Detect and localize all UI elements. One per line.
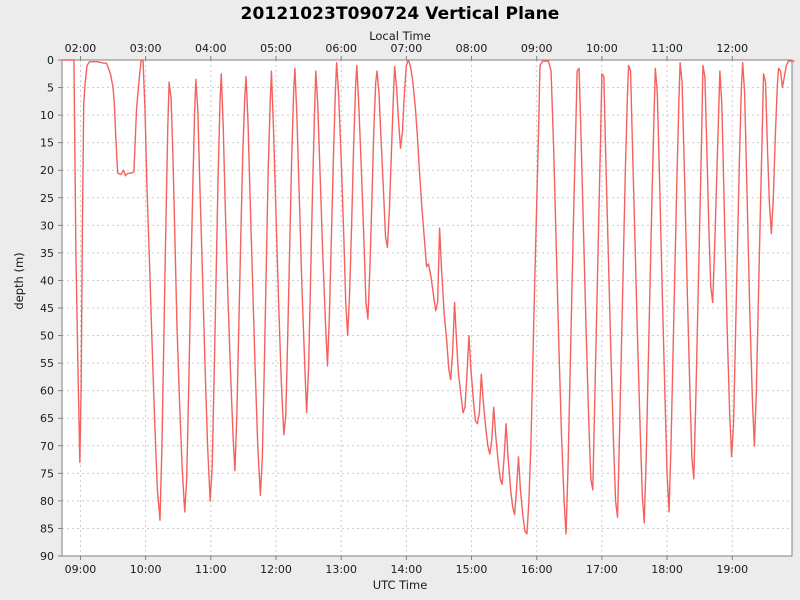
svg-text:14:00: 14:00: [391, 563, 423, 576]
svg-text:45: 45: [40, 302, 54, 315]
depth-series: [61, 59, 795, 535]
svg-text:04:00: 04:00: [195, 42, 227, 55]
svg-text:55: 55: [40, 357, 54, 370]
svg-text:60: 60: [40, 385, 54, 398]
svg-text:05:00: 05:00: [260, 42, 292, 55]
svg-text:35: 35: [40, 247, 54, 260]
svg-text:0: 0: [47, 54, 54, 67]
svg-text:08:00: 08:00: [456, 42, 488, 55]
svg-text:75: 75: [40, 467, 54, 480]
svg-text:90: 90: [40, 550, 54, 563]
svg-text:12:00: 12:00: [260, 563, 292, 576]
svg-text:70: 70: [40, 440, 54, 453]
axis-ticks: [58, 56, 733, 560]
plot-frame: [61, 59, 793, 557]
svg-text:25: 25: [40, 192, 54, 205]
svg-text:02:00: 02:00: [65, 42, 97, 55]
svg-text:50: 50: [40, 330, 54, 343]
svg-text:03:00: 03:00: [130, 42, 162, 55]
svg-text:11:00: 11:00: [651, 42, 683, 55]
svg-text:20: 20: [40, 164, 54, 177]
svg-text:30: 30: [40, 219, 54, 232]
svg-text:12:00: 12:00: [716, 42, 748, 55]
svg-text:10: 10: [40, 109, 54, 122]
svg-text:5: 5: [47, 82, 54, 95]
svg-text:16:00: 16:00: [521, 563, 553, 576]
svg-text:19:00: 19:00: [716, 563, 748, 576]
svg-text:09:00: 09:00: [521, 42, 553, 55]
svg-text:18:00: 18:00: [651, 563, 683, 576]
svg-text:85: 85: [40, 522, 54, 535]
axis-tick-labels: 0 5 10 15 20 25 30 35 40 45 50 55 60 65 70 75 80 85 90 09:0…: [40, 42, 748, 576]
top-axis-label: Local Time: [369, 29, 431, 43]
svg-text:15: 15: [40, 137, 54, 150]
svg-text:65: 65: [40, 412, 54, 425]
bottom-axis-label: UTC Time: [372, 578, 428, 592]
page-title: 20121023T090724 Vertical Plane: [240, 4, 560, 24]
svg-text:15:00: 15:00: [456, 563, 488, 576]
svg-text:10:00: 10:00: [586, 42, 618, 55]
svg-text:11:00: 11:00: [195, 563, 227, 576]
svg-text:06:00: 06:00: [325, 42, 357, 55]
svg-text:40: 40: [40, 274, 54, 287]
svg-text:13:00: 13:00: [325, 563, 357, 576]
svg-text:10:00: 10:00: [130, 563, 162, 576]
svg-text:07:00: 07:00: [391, 42, 423, 55]
svg-text:09:00: 09:00: [65, 563, 97, 576]
svg-text:17:00: 17:00: [586, 563, 618, 576]
svg-text:80: 80: [40, 495, 54, 508]
